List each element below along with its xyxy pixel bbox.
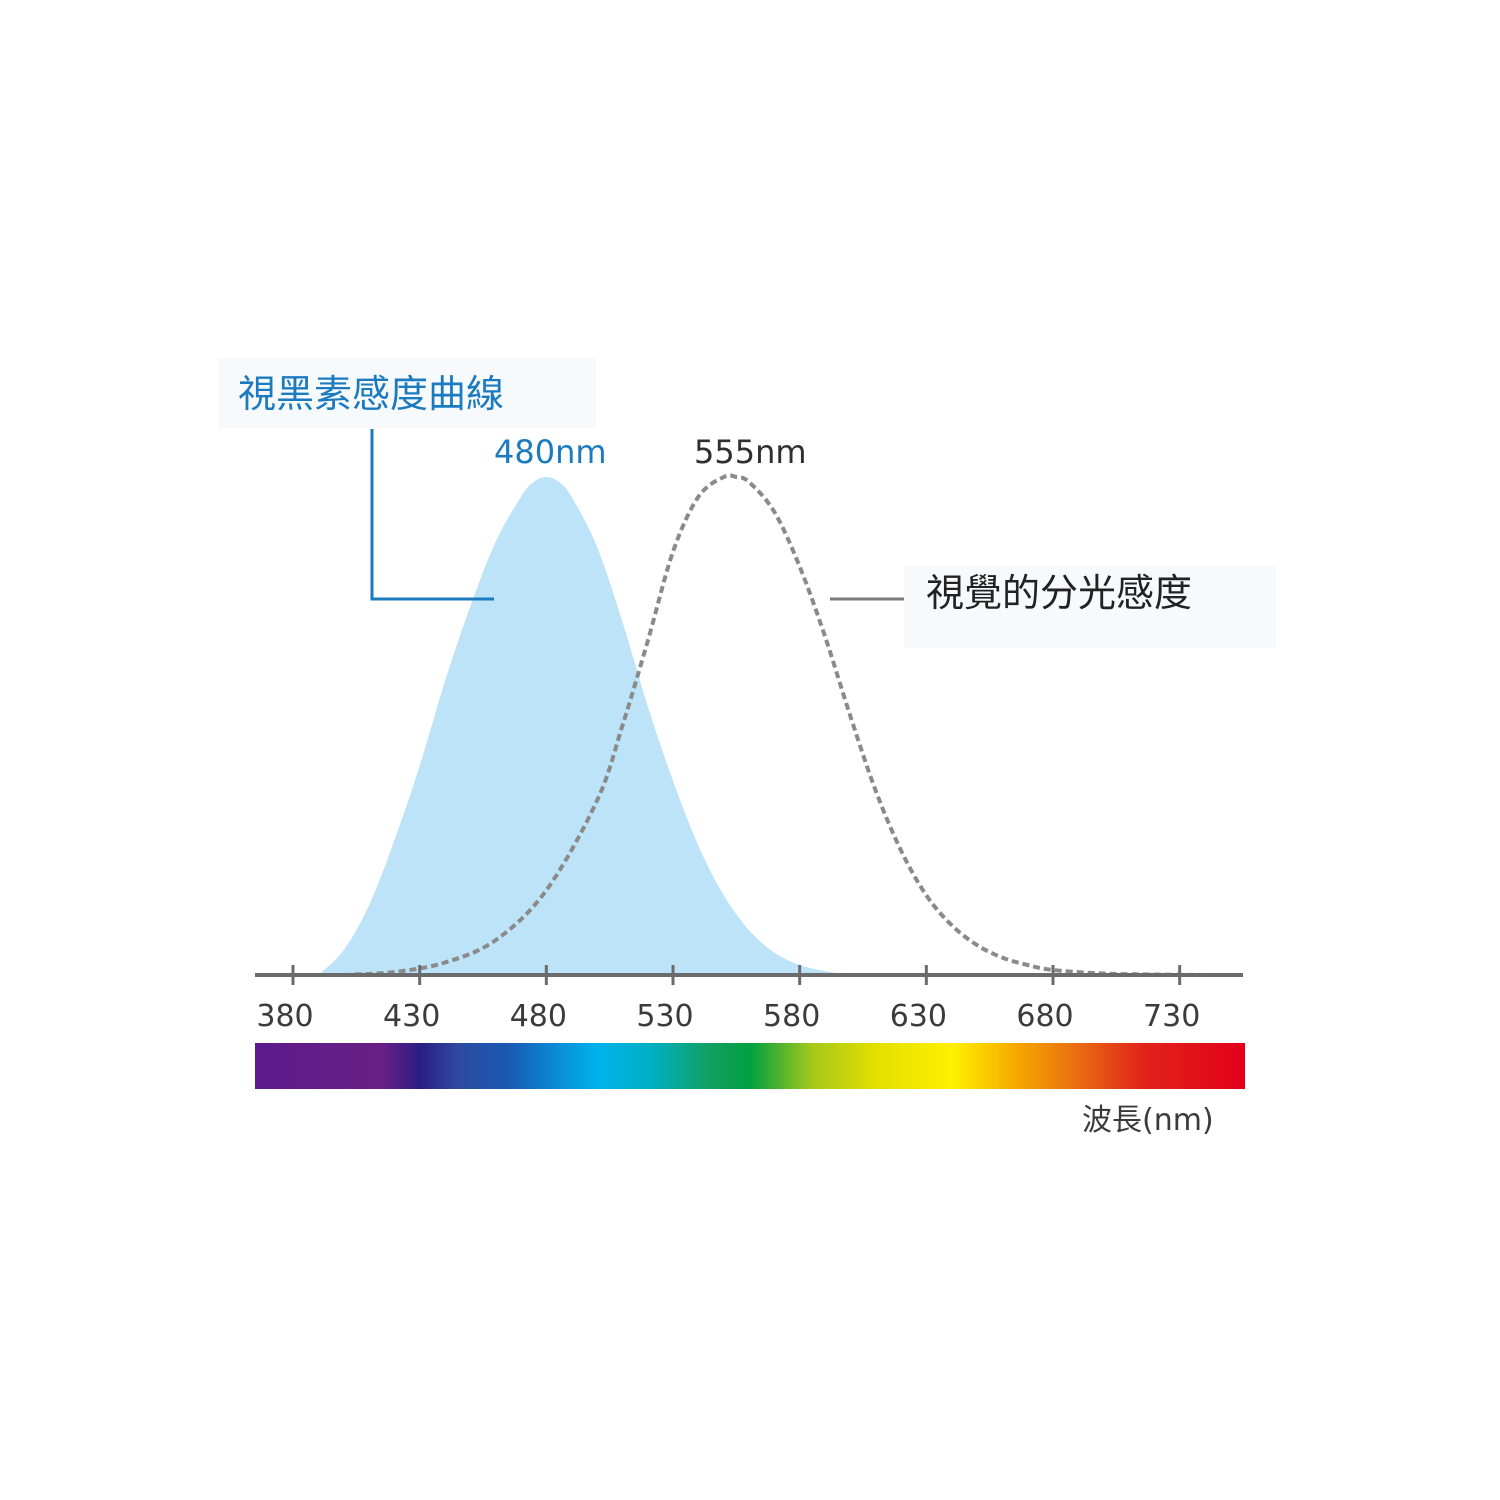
melanopsin-leader-line [370,429,494,601]
x-tick-label-630: 630 [890,999,947,1034]
x-tick-label-580: 580 [763,999,820,1034]
x-tick-label-480: 480 [510,999,567,1034]
x-axis [255,965,1243,985]
x-tick-label-430: 430 [383,999,440,1034]
melanopsin-peak-label: 480nm [494,433,607,471]
photopic-peak-label: 555nm [694,433,807,471]
melanopsin-callout-label: 視黑素感度曲線 [238,372,505,416]
photopic-callout-label: 視覺的分光感度 [926,571,1193,615]
spectrum-color-bar [255,1043,1245,1089]
x-tick-label-730: 730 [1143,999,1200,1034]
leader-lines [370,429,904,601]
x-tick-label-380: 380 [256,999,313,1034]
series-layer [318,473,1206,977]
x-tick-labels: 380 430 480 530 580 630 680 730 [256,999,1200,1034]
x-tick-label-680: 680 [1016,999,1073,1034]
x-axis-label: 波長(nm) [1082,1103,1214,1138]
x-tick-label-530: 530 [636,999,693,1034]
photopic-sensitivity-line [343,473,1206,977]
melanopsin-callout-box [218,358,596,428]
melanopsin-sensitivity-area [318,477,851,975]
photopic-callout-box [904,566,1276,648]
